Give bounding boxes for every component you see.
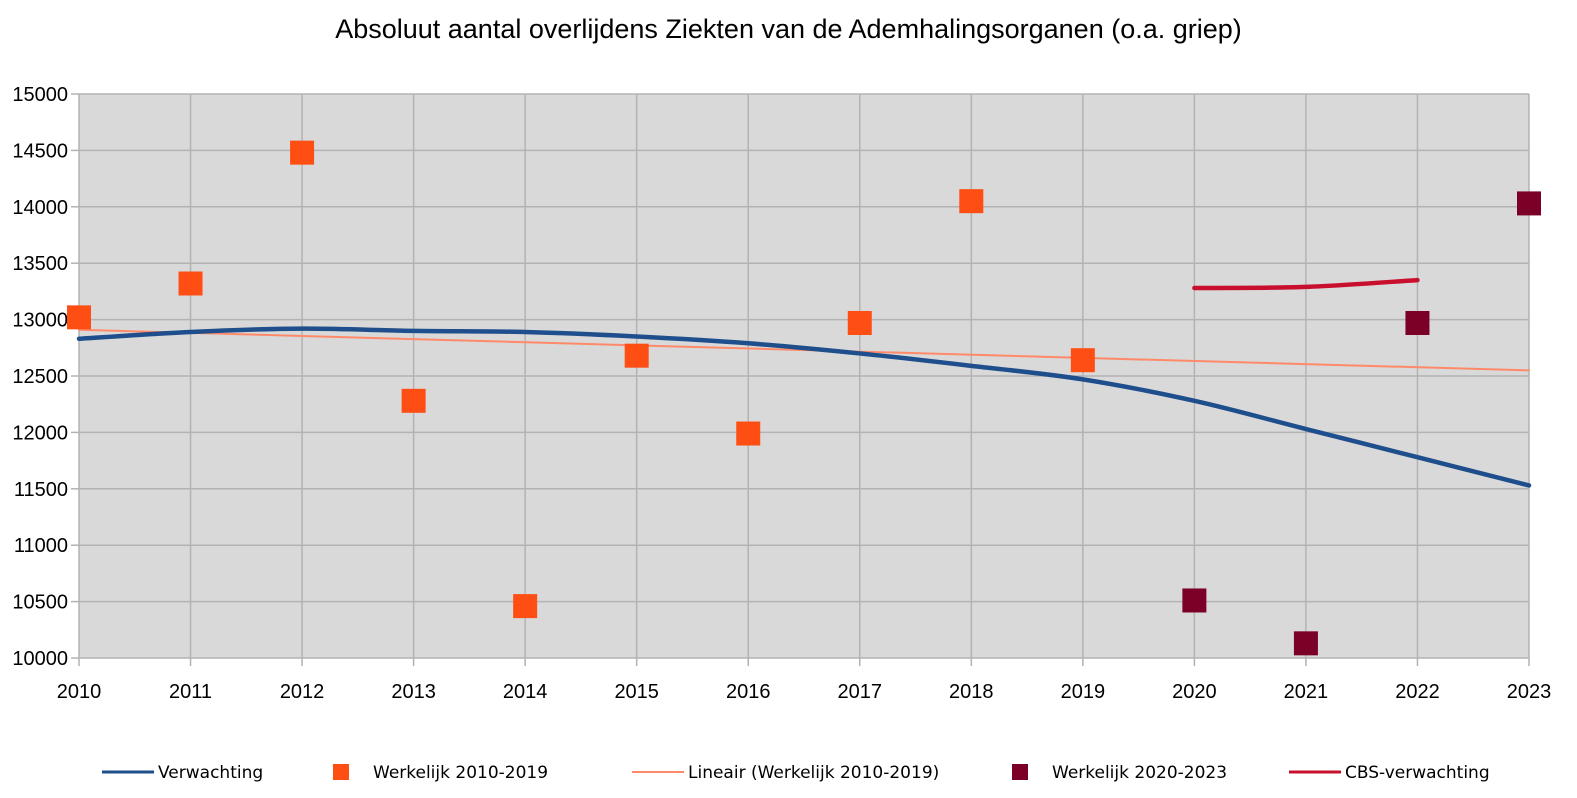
data-point-werkelijk-2020-2023 — [1405, 310, 1430, 335]
x-tick-label: 2019 — [1061, 681, 1106, 703]
data-point-werkelijk-2010-2019 — [1070, 348, 1095, 373]
series-line-cbs-verwachting — [1192, 277, 1420, 291]
legend-label: Werkelijk 2020-2023 — [1052, 763, 1227, 783]
data-point-werkelijk-2010-2019 — [401, 388, 426, 413]
data-point-werkelijk-2020-2023 — [1293, 631, 1318, 656]
y-tick-label: 14000 — [12, 197, 68, 219]
x-tick-label: 2012 — [280, 681, 325, 703]
data-point-werkelijk-2010-2019 — [513, 594, 538, 619]
legend-item-werkelijk-2020-2023: Werkelijk 2020-2023 — [1012, 763, 1227, 783]
y-tick-label: 10500 — [12, 592, 68, 614]
legend-swatch — [1012, 764, 1028, 780]
legend-item-cbs-verwachting: CBS-verwachting — [1289, 763, 1490, 783]
x-tick-label: 2020 — [1172, 681, 1217, 703]
data-point-werkelijk-2010-2019 — [178, 271, 203, 296]
y-tick-label: 14500 — [12, 140, 68, 162]
data-point-werkelijk-2010-2019 — [736, 421, 761, 446]
x-tick-label: 2022 — [1395, 681, 1440, 703]
y-tick-label: 15000 — [12, 84, 68, 106]
x-tick-label: 2011 — [169, 681, 212, 703]
data-point-werkelijk-2020-2023 — [1517, 191, 1541, 216]
y-tick-label: 12500 — [12, 366, 68, 388]
data-point-werkelijk-2010-2019 — [67, 305, 91, 330]
legend-item-werkelijk-2010-2019: Werkelijk 2010-2019 — [333, 763, 548, 783]
x-tick-label: 2018 — [949, 681, 994, 703]
legend-label: Werkelijk 2010-2019 — [373, 763, 548, 783]
y-tick-label: 10000 — [12, 648, 68, 670]
series-line-verwachting — [76, 326, 1532, 488]
y-tick-label: 13500 — [12, 253, 68, 275]
y-tick-label: 11500 — [14, 479, 68, 501]
data-point-werkelijk-2010-2019 — [847, 310, 872, 335]
legend-label: Verwachting — [158, 763, 263, 783]
y-tick-label: 13000 — [12, 310, 68, 332]
x-tick-label: 2014 — [503, 681, 548, 703]
chart-title: Absoluut aantal overlijdens Ziekten van … — [335, 14, 1242, 44]
y-tick-label: 12000 — [12, 422, 68, 444]
legend-label: Lineair (Werkelijk 2010-2019) — [688, 763, 939, 783]
data-point-werkelijk-2010-2019 — [290, 140, 315, 165]
legend-item-verwachting: Verwachting — [102, 763, 263, 783]
legend-item-lineair-werkelijk-2010-2019: Lineair (Werkelijk 2010-2019) — [632, 763, 939, 783]
x-tick-label: 2023 — [1507, 681, 1552, 703]
x-tick-label: 2017 — [838, 681, 883, 703]
legend-swatch — [333, 764, 349, 780]
data-point-werkelijk-2020-2023 — [1182, 588, 1207, 613]
x-tick-label: 2015 — [614, 681, 659, 703]
x-tick-label: 2021 — [1284, 681, 1329, 703]
data-point-werkelijk-2010-2019 — [624, 343, 649, 368]
data-point-werkelijk-2010-2019 — [959, 189, 984, 214]
legend-label: CBS-verwachting — [1345, 763, 1490, 783]
x-tick-label: 2013 — [391, 681, 436, 703]
y-tick-label: 11000 — [14, 535, 68, 557]
x-tick-label: 2016 — [726, 681, 771, 703]
x-tick-label: 2010 — [57, 681, 102, 703]
